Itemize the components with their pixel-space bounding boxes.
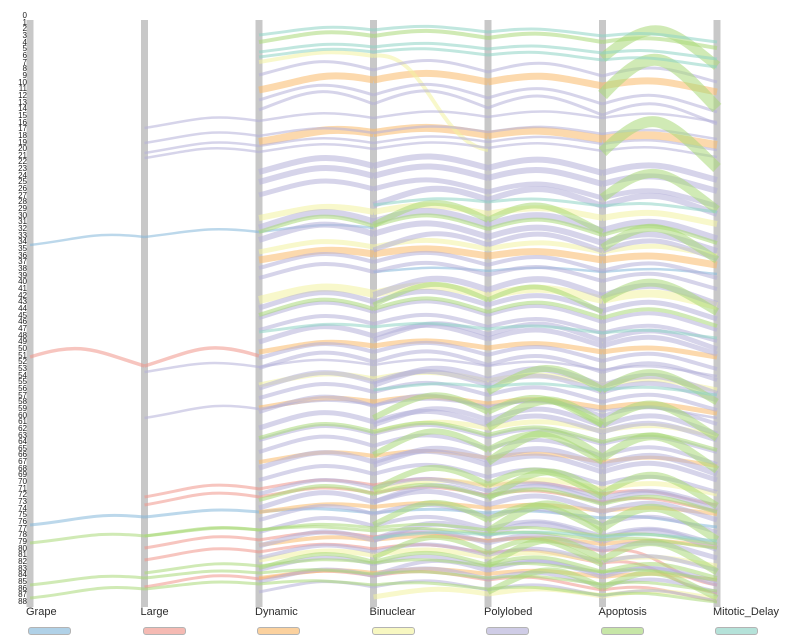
ribbon[interactable]: [258, 528, 718, 561]
ribbon[interactable]: [258, 547, 718, 569]
ribbon[interactable]: [258, 514, 718, 546]
ribbon[interactable]: [144, 135, 718, 155]
ribbon[interactable]: [258, 245, 718, 269]
ribbon[interactable]: [258, 82, 718, 114]
ribbon[interactable]: [258, 28, 718, 50]
ribbon[interactable]: [258, 220, 718, 254]
ribbon[interactable]: [372, 281, 604, 315]
ribbon[interactable]: [258, 340, 718, 371]
ribbon[interactable]: [599, 168, 720, 214]
axis-label-mitotic_delay[interactable]: Mitotic_Delay: [713, 606, 780, 618]
ribbon[interactable]: [257, 207, 719, 243]
ribbon[interactable]: [486, 567, 719, 601]
ribbon[interactable]: [258, 542, 718, 572]
axis-label-binuclear[interactable]: Binuclear: [369, 606, 416, 618]
axis-label-apoptosis[interactable]: Apoptosis: [598, 606, 647, 618]
ribbon[interactable]: [144, 110, 718, 130]
ribbon[interactable]: [258, 288, 718, 322]
legend-swatch-grape[interactable]: [28, 627, 71, 635]
ribbon[interactable]: [144, 398, 718, 420]
axis-bar-large[interactable]: [141, 20, 148, 607]
ribbon[interactable]: [372, 428, 604, 465]
ribbon[interactable]: [372, 464, 604, 500]
ribbon[interactable]: [29, 346, 260, 368]
legend-swatch-binuclear[interactable]: [371, 627, 415, 635]
legend-swatch-mitotic_delay[interactable]: [715, 627, 758, 635]
ribbon[interactable]: [372, 185, 718, 217]
ribbon[interactable]: [258, 420, 718, 452]
ribbons-layer: [29, 24, 722, 604]
axis-bar-binuclear[interactable]: [370, 20, 377, 607]
ribbon[interactable]: [258, 50, 489, 152]
axis-bar-grape[interactable]: [26, 20, 34, 607]
ribbon[interactable]: [599, 25, 721, 70]
ribbon[interactable]: [258, 296, 718, 328]
ribbon[interactable]: [258, 349, 718, 382]
ribbon[interactable]: [258, 321, 718, 340]
ribbon[interactable]: [258, 482, 718, 514]
ribbon[interactable]: [144, 125, 718, 145]
ribbon[interactable]: [258, 433, 718, 466]
ribbon[interactable]: [258, 89, 718, 126]
legend-swatch-apoptosis[interactable]: [600, 627, 644, 635]
ribbon[interactable]: [258, 550, 718, 580]
legend-swatch-dynamic[interactable]: [257, 627, 300, 635]
ribbon[interactable]: [144, 141, 718, 160]
ribbon[interactable]: [258, 299, 718, 332]
ribbon[interactable]: [258, 408, 718, 443]
ribbon[interactable]: [258, 24, 718, 44]
ribbon[interactable]: [258, 554, 718, 583]
axis-bar-mitotic_delay[interactable]: [713, 20, 721, 607]
ribbon[interactable]: [258, 312, 718, 343]
ribbon[interactable]: [598, 116, 721, 172]
ribbon[interactable]: [258, 41, 718, 61]
ribbon[interactable]: [258, 422, 718, 454]
ribbon[interactable]: [258, 58, 718, 84]
ribbon[interactable]: [258, 250, 718, 280]
ribbon[interactable]: [258, 213, 718, 245]
legend-swatch-large[interactable]: [142, 627, 186, 635]
ribbon[interactable]: [258, 47, 718, 69]
axis-label-polylobed[interactable]: Polylobed: [484, 606, 533, 618]
ribbon[interactable]: [258, 153, 718, 183]
ribbon[interactable]: [373, 197, 718, 214]
ribbon[interactable]: [144, 358, 718, 378]
ribbon[interactable]: [258, 123, 718, 149]
ribbon[interactable]: [144, 522, 718, 546]
axis-label-grape[interactable]: Grape: [26, 606, 57, 618]
axis-bar-apoptosis[interactable]: [599, 20, 606, 607]
ribbon[interactable]: [29, 507, 718, 529]
ribbon[interactable]: [144, 558, 718, 582]
ribbon[interactable]: [258, 163, 718, 194]
ribbon[interactable]: [600, 278, 720, 316]
ribbon[interactable]: [372, 534, 604, 568]
ribbon[interactable]: [373, 382, 718, 397]
axis-label-large[interactable]: Large: [140, 606, 169, 618]
ribbon[interactable]: [372, 392, 604, 428]
ribbon[interactable]: [372, 499, 604, 535]
ribbon[interactable]: [372, 199, 604, 235]
ribbon[interactable]: [29, 579, 718, 604]
ribbon[interactable]: [258, 488, 718, 523]
ribbon[interactable]: [258, 177, 718, 209]
ribbon[interactable]: [258, 237, 718, 259]
ribbon[interactable]: [258, 476, 718, 508]
ribbon[interactable]: [29, 568, 718, 593]
ribbon[interactable]: [258, 260, 718, 291]
ribbon[interactable]: [258, 69, 718, 96]
legend-swatch-polylobed[interactable]: [486, 627, 529, 635]
axis-label-dynamic[interactable]: Dynamic: [255, 606, 298, 618]
ribbon[interactable]: [373, 530, 718, 543]
